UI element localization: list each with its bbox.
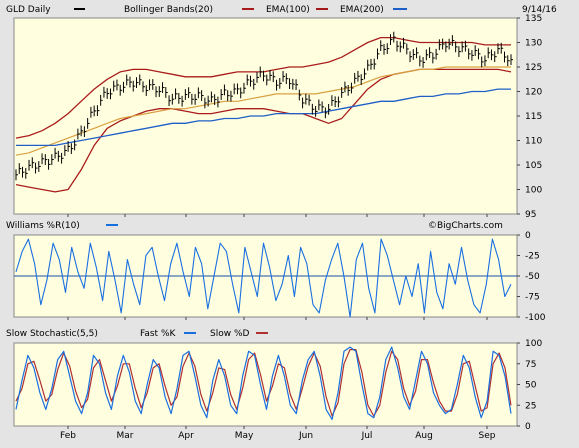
williams-axis-tick-label: -75 [525, 293, 540, 303]
price-series-layer [15, 31, 513, 193]
price-axis-tick-label: 115 [525, 112, 542, 122]
watermark: ©BigCharts.com [428, 221, 503, 231]
fast-k-line [15, 346, 512, 420]
ema100-line [15, 66, 511, 156]
month-label: Jun [298, 431, 313, 441]
ema200-line [16, 88, 511, 147]
fast-k-label: Fast %K [140, 329, 176, 339]
legend-ema100-label: EMA(100) [266, 5, 310, 15]
stochastic-axis-tick-label: 50 [525, 381, 537, 391]
price-axis-tick-label: 100 [525, 186, 542, 196]
stochastic-title: Slow Stochastic(5,5) [6, 329, 98, 339]
stochastic-series-layer [15, 346, 512, 420]
slow-d-line [15, 349, 512, 417]
legend-bollinger-label: Bollinger Bands(20) [124, 5, 213, 15]
month-label: Aug [415, 431, 433, 441]
price-axis-tick-label: 105 [525, 161, 542, 171]
slow-d-label: Slow %D [210, 329, 249, 339]
axes-layer: 95 100 105 110 115 120 125 130 135 -100 -75 -50 -25 0… [60, 14, 546, 441]
williams-axis-tick-label: -50 [525, 272, 540, 282]
month-label: May [235, 431, 254, 441]
price-axis-tick-label: 125 [525, 63, 542, 73]
price-axis-tick-label: 110 [525, 137, 542, 147]
month-label: Feb [60, 431, 76, 441]
williams-title: Williams %R(10) [6, 221, 80, 231]
price-axis-tick-label: 135 [525, 14, 542, 24]
chart-date: 9/14/16 [522, 5, 557, 15]
ticker-label: GLD Daily [6, 5, 51, 15]
price-axis-tick-label: 95 [525, 210, 536, 220]
month-label: Sep [479, 431, 496, 441]
month-label: Mar [117, 431, 134, 441]
chart-header: GLD Daily Bollinger Bands(20) EMA(100) E… [6, 5, 557, 15]
price-axis-tick-label: 120 [525, 88, 542, 98]
month-label: Jul [361, 431, 373, 441]
williams-series-layer [14, 238, 517, 318]
stochastic-panel [13, 342, 518, 427]
williams-axis-tick-label: 0 [525, 231, 531, 241]
williams-axis-tick-label: -25 [525, 252, 540, 262]
price-axis-tick-label: 130 [525, 39, 542, 49]
legend-ema200-label: EMA(200) [340, 5, 384, 15]
stochastic-axis-tick-label: 0 [525, 422, 531, 432]
stochastic-axis-tick-label: 25 [525, 401, 536, 411]
williams-axis-tick-label: -100 [525, 313, 546, 323]
stochastic-axis-tick-label: 75 [525, 360, 536, 370]
stochastic-axis-tick-label: 100 [525, 339, 542, 349]
williams-r-line [15, 238, 512, 318]
month-label: Apr [178, 431, 194, 441]
